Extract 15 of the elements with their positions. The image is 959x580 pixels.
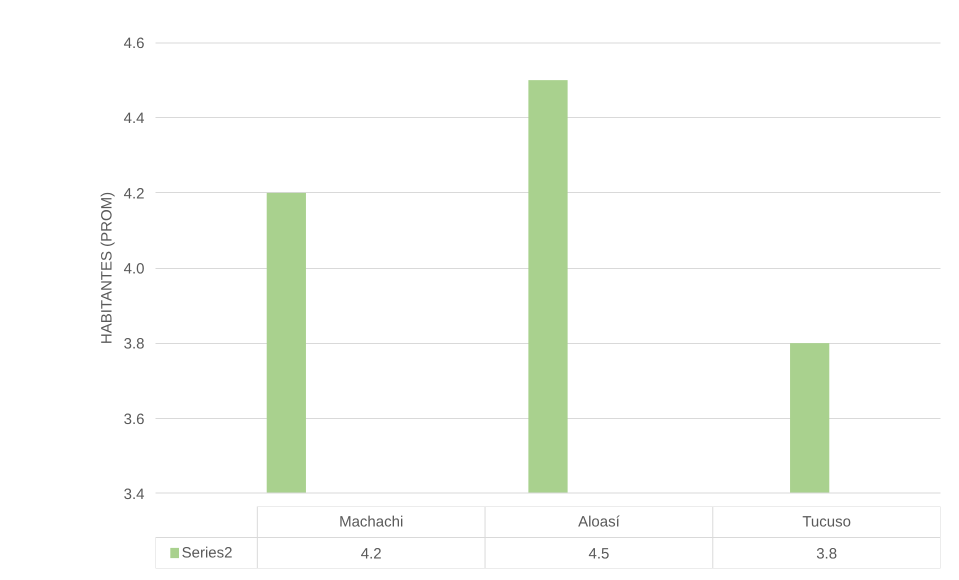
text: 3.8 [124, 336, 145, 353]
text: 3.4 [124, 486, 145, 503]
x-tick-label: Aloasí [578, 514, 621, 530]
data-label: 4.2 [360, 546, 382, 562]
text: 3.6 [124, 410, 145, 428]
text: 4.2 [124, 185, 145, 202]
x-tick-label: Tucuso [802, 514, 851, 530]
text: 4.6 [124, 35, 145, 52]
text: 4.0 [124, 260, 145, 278]
data-label: 3.8 [816, 546, 838, 562]
x-tick-label: Machachi [339, 514, 404, 530]
y-axis-title: HABITANTES (PROM) [98, 192, 116, 344]
legend-label: Series2 [182, 544, 232, 562]
text: 4.4 [124, 110, 145, 128]
data-label: 4.5 [588, 546, 610, 562]
